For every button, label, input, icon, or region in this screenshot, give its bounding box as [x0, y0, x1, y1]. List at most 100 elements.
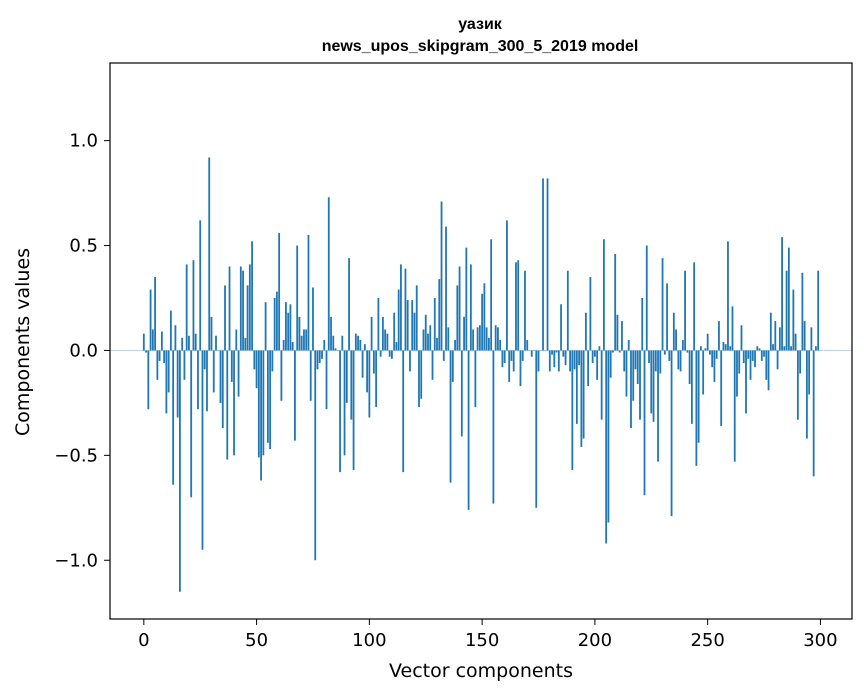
bar-component-184: [558, 350, 560, 371]
bar-component-230: [662, 258, 664, 350]
bar-component-192: [576, 350, 578, 423]
bar-component-19: [186, 264, 188, 350]
bar-component-35: [222, 350, 224, 428]
bar-component-28: [206, 350, 208, 411]
bar-component-41: [235, 329, 237, 350]
bar-component-124: [423, 329, 425, 350]
bar-component-38: [229, 267, 231, 351]
bar-component-201: [596, 350, 598, 379]
bar-component-179: [547, 178, 549, 350]
bar-component-219: [637, 350, 639, 384]
bar-component-234: [671, 350, 673, 516]
bar-component-245: [695, 350, 697, 465]
bar-component-93: [353, 350, 355, 470]
bar-component-216: [630, 350, 632, 428]
bar-component-10: [165, 350, 167, 413]
bar-component-253: [714, 350, 716, 381]
x-axis-label: Vector components: [389, 660, 573, 682]
bar-component-189: [569, 350, 571, 371]
bar-component-98: [364, 344, 366, 350]
bar-component-162: [508, 350, 510, 381]
bar-component-134: [445, 227, 447, 351]
y-tick-label: 0.0: [69, 340, 98, 361]
bar-component-199: [592, 350, 594, 363]
bar-component-131: [438, 279, 440, 350]
bar-component-271: [754, 350, 756, 367]
bar-component-29: [208, 157, 210, 350]
bar-component-92: [350, 350, 352, 419]
bar-component-5: [154, 277, 156, 350]
bar-component-235: [673, 313, 675, 351]
bar-component-132: [441, 201, 443, 350]
bar-component-105: [380, 350, 382, 356]
bar-component-138: [454, 340, 456, 350]
bar-component-269: [750, 350, 752, 379]
bar-component-208: [612, 350, 614, 352]
bar-component-165: [515, 262, 517, 350]
bar-component-104: [377, 298, 379, 350]
bar-component-48: [251, 241, 253, 350]
bar-component-117: [407, 300, 409, 350]
bar-component-84: [332, 336, 334, 351]
bar-component-127: [429, 325, 431, 350]
bars-group: [143, 157, 819, 591]
bar-component-78: [319, 350, 321, 363]
bar-component-211: [619, 350, 621, 352]
bar-component-295: [808, 350, 810, 394]
bar-component-146: [472, 329, 474, 350]
bar-component-36: [224, 285, 226, 350]
bar-component-291: [799, 350, 801, 373]
bar-component-65: [290, 304, 292, 350]
bar-component-23: [195, 334, 197, 351]
bar-component-217: [632, 350, 634, 400]
bar-component-209: [614, 254, 616, 351]
bar-component-31: [213, 350, 215, 392]
bar-component-170: [526, 340, 528, 350]
bar-component-296: [811, 327, 813, 350]
bar-component-73: [308, 235, 310, 350]
bar-component-149: [479, 325, 481, 350]
bar-component-218: [635, 350, 637, 369]
bar-component-15: [177, 350, 179, 417]
bar-component-77: [317, 350, 319, 369]
bar-component-114: [400, 264, 402, 350]
bar-component-262: [734, 350, 736, 461]
bar-component-204: [603, 239, 605, 350]
bar-component-172: [531, 350, 533, 356]
bar-component-197: [587, 350, 589, 386]
bar-component-75: [312, 288, 314, 351]
bar-component-237: [677, 350, 679, 369]
bar-component-161: [506, 220, 508, 350]
bar-component-129: [434, 298, 436, 350]
bar-component-248: [702, 350, 704, 394]
bar-component-167: [520, 350, 522, 386]
bar-component-12: [170, 311, 172, 351]
bar-component-107: [384, 329, 386, 350]
bar-component-200: [594, 350, 596, 356]
bar-component-24: [197, 350, 199, 409]
bar-component-111: [393, 313, 395, 351]
bar-component-62: [283, 340, 285, 350]
bar-component-220: [639, 350, 641, 419]
bar-component-233: [668, 350, 670, 360]
bar-component-177: [542, 178, 544, 350]
chart-subtitle: news_upos_skipgram_300_5_2019 model: [322, 38, 639, 55]
bar-component-18: [184, 350, 186, 379]
bar-component-226: [653, 350, 655, 421]
bar-component-250: [707, 334, 709, 351]
bar-component-188: [567, 271, 569, 351]
bar-component-166: [517, 260, 519, 350]
bar-component-108: [387, 334, 389, 351]
bar-component-181: [551, 350, 553, 354]
bar-component-27: [204, 350, 206, 369]
bar-component-126: [427, 334, 429, 351]
bar-component-74: [310, 350, 312, 400]
bar-component-110: [391, 350, 393, 358]
bar-component-44: [242, 271, 244, 351]
bar-component-268: [747, 350, 749, 358]
bar-component-272: [756, 346, 758, 350]
bar-component-169: [524, 271, 526, 351]
bar-component-83: [330, 317, 332, 351]
